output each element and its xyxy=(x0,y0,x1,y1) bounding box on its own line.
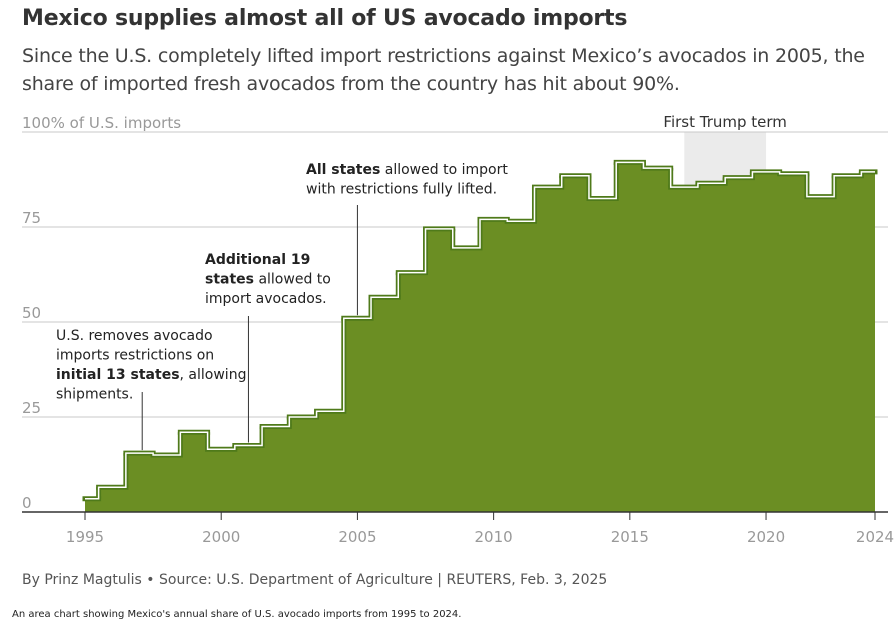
x-tick-label-2024: 2024 xyxy=(856,528,894,546)
annotation-text-span: with restrictions fully lifted. xyxy=(306,182,497,198)
y-tick-label-0: 0 xyxy=(22,494,32,512)
highlight-band-label: First Trump term xyxy=(663,113,787,131)
x-tick-label-2005: 2005 xyxy=(338,528,376,546)
x-tick-label-2010: 2010 xyxy=(475,528,513,546)
annotation-text-span: allowed to xyxy=(254,272,331,288)
chart-subtitle: Since the U.S. completely lifted import … xyxy=(22,45,865,95)
chart-title: Mexico supplies almost all of US avocado… xyxy=(22,6,628,31)
x-tick-label-2015: 2015 xyxy=(611,528,649,546)
byline-source: By Prinz Magtulis • Source: U.S. Departm… xyxy=(22,572,608,588)
y-tick-label-50: 50 xyxy=(22,304,41,322)
area-fill xyxy=(85,162,875,512)
x-tick-label-2000: 2000 xyxy=(202,528,240,546)
x-tick-label-2020: 2020 xyxy=(747,528,785,546)
step-line-highlight xyxy=(85,161,875,500)
annotation-text-span: imports restrictions on xyxy=(56,348,214,364)
annotation-text-span: Additional 19 xyxy=(205,252,310,268)
x-tick-label-1995: 1995 xyxy=(66,528,104,546)
annotation-text-span: All states xyxy=(306,162,380,178)
annotation-layer: U.S. removes avocado imports restrictions… xyxy=(56,162,508,451)
x-axis-layer: 1995 2000 2005 2010 2015 2020 2024 xyxy=(22,511,894,546)
y-tick-label-25: 25 xyxy=(22,399,41,417)
annotation-text-3: All states allowed to import with restric… xyxy=(306,162,508,198)
y-tick-label-75: 75 xyxy=(22,209,41,227)
step-line-layer xyxy=(82,159,878,502)
annotation-text-span: U.S. removes avocado xyxy=(56,328,213,344)
annotation-text-span: shipments. xyxy=(56,387,133,403)
y-tick-label-100: 100% of U.S. imports xyxy=(22,114,181,132)
annotation-text-span: , allowing xyxy=(180,367,247,383)
annotation-text-1: U.S. removes avocado imports restrictions… xyxy=(56,328,246,403)
annotation-text-span: initial 13 states xyxy=(56,367,180,383)
avocado-import-share-chart: First Trump term 1995 2000 2005 2010 2015 202… xyxy=(22,113,894,546)
annotation-text-span: states xyxy=(205,272,254,288)
annotation-text-span: import avocados. xyxy=(205,291,327,307)
y-axis-labels-layer: 0 25 50 75 100% of U.S. imports xyxy=(22,114,181,512)
area-layer xyxy=(85,162,875,512)
annotation-text-2: Additional 19 states allowed to import avo… xyxy=(205,252,331,307)
annotation-text-span: allowed to import xyxy=(380,162,508,178)
chart-description: An area chart showing Mexico's annual sh… xyxy=(12,609,462,620)
